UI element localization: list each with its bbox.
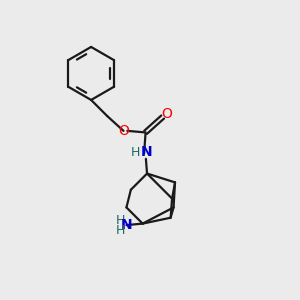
Text: H: H <box>116 214 125 227</box>
Text: O: O <box>118 124 129 138</box>
Text: N: N <box>120 218 132 232</box>
Text: H: H <box>116 224 125 237</box>
Text: O: O <box>161 107 172 121</box>
Text: H: H <box>131 146 141 159</box>
Text: N: N <box>141 145 152 159</box>
